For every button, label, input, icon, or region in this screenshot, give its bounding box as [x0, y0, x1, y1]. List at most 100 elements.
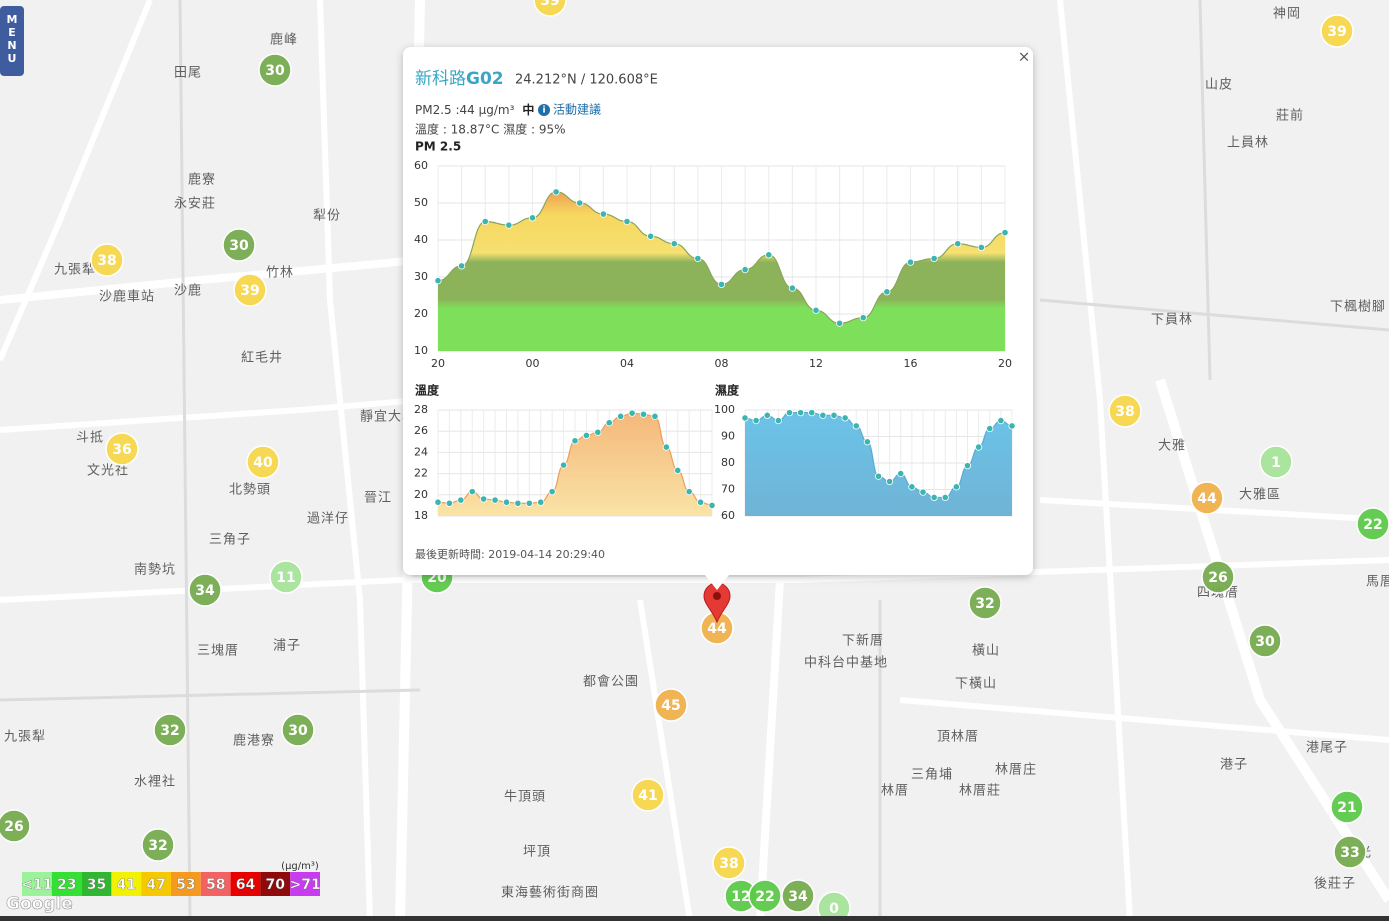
- marker-value: 44: [707, 621, 727, 637]
- area: [438, 191, 1005, 351]
- station-marker[interactable]: 1: [1259, 445, 1293, 479]
- data-point: [952, 483, 960, 491]
- marker-value: 1: [1271, 455, 1281, 471]
- station-marker[interactable]: 38: [1108, 394, 1142, 428]
- advice-link[interactable]: 活動建議: [553, 103, 601, 117]
- menu-tab[interactable]: [0, 6, 24, 76]
- data-point: [594, 428, 602, 436]
- station-marker[interactable]: 21: [1330, 790, 1364, 824]
- station-marker[interactable]: 32: [968, 586, 1002, 620]
- place-label: 鹿港寮: [233, 733, 275, 749]
- area: [438, 413, 712, 516]
- data-point: [859, 314, 867, 322]
- place-label: 下楓樹腳: [1330, 300, 1386, 315]
- station-marker[interactable]: 30: [1248, 624, 1282, 658]
- place-label: 三角埔: [911, 768, 953, 783]
- marker-value: 33: [1340, 845, 1359, 861]
- data-point: [696, 498, 705, 506]
- legend-swatch: [22, 872, 52, 896]
- station-marker[interactable]: 34: [781, 879, 815, 913]
- place-label: 下新厝: [842, 633, 884, 649]
- marker-value: 39: [540, 0, 559, 9]
- station-marker[interactable]: 26: [1201, 560, 1235, 594]
- station-marker[interactable]: 44: [1190, 481, 1224, 515]
- station-marker[interactable]: 12: [724, 879, 758, 913]
- data-point: [662, 443, 670, 451]
- station-marker[interactable]: 39: [233, 273, 267, 307]
- station-marker[interactable]: 39: [533, 0, 567, 17]
- data-point: [694, 254, 702, 263]
- place-label: 後莊子: [1314, 877, 1356, 892]
- popup-tail: [705, 575, 729, 590]
- station-marker[interactable]: 26: [0, 809, 31, 843]
- station-marker[interactable]: 39: [1320, 14, 1354, 48]
- legend-label: 35: [87, 877, 106, 893]
- legend-unit: (μg/m³): [281, 861, 319, 872]
- x-tick-label: 12: [809, 357, 823, 370]
- marker-circle: [631, 778, 665, 812]
- data-point: [997, 416, 1005, 425]
- marker-value: 44: [1197, 491, 1217, 507]
- marker-circle: [233, 273, 267, 307]
- pm-value: PM2.5 :44 μg/m³: [415, 103, 515, 117]
- pm-level: 中: [522, 102, 534, 117]
- marker-circle: [533, 0, 567, 17]
- place-label: 犁份: [313, 209, 341, 224]
- place-label: 莊前: [1276, 108, 1304, 124]
- pin[interactable]: [703, 582, 731, 624]
- y-tick-label: 100: [714, 403, 735, 416]
- data-point: [788, 284, 796, 292]
- station-marker[interactable]: 22: [1356, 507, 1389, 541]
- place-label: 山皮: [1205, 78, 1233, 93]
- place-label: 沙鹿: [174, 283, 202, 299]
- station-marker[interactable]: 36: [105, 432, 139, 466]
- station-marker[interactable]: 44: [700, 611, 734, 645]
- marker-circle: [90, 243, 124, 277]
- data-point: [651, 412, 659, 420]
- station-marker[interactable]: 30: [281, 713, 315, 747]
- data-point: [623, 217, 631, 226]
- place-label: 林厝庄: [995, 762, 1037, 778]
- close-button[interactable]: ×: [1018, 48, 1031, 66]
- marker-value: 45: [661, 698, 680, 714]
- station-marker[interactable]: 32: [153, 713, 187, 747]
- data-point: [617, 412, 625, 420]
- chart: 18 20 22 24 26 28: [414, 403, 716, 522]
- legend-swatch: [111, 872, 142, 896]
- station-marker[interactable]: 32: [141, 828, 175, 862]
- marker-value: 22: [1363, 517, 1382, 533]
- place-label: 上員林: [1227, 136, 1269, 151]
- humidity-chart-title: 濕度: [715, 383, 740, 398]
- place-label: 沙鹿車站: [99, 289, 155, 305]
- station-marker[interactable]: 34: [188, 573, 222, 607]
- data-point: [908, 483, 916, 491]
- info-icon[interactable]: [538, 104, 550, 116]
- station-marker[interactable]: 38: [90, 243, 124, 277]
- station-marker[interactable]: 33: [1333, 835, 1367, 869]
- station-marker[interactable]: 38: [712, 846, 746, 880]
- station-marker[interactable]: 30: [258, 53, 292, 87]
- legend-label: 58: [206, 877, 225, 893]
- station-marker[interactable]: 11: [269, 560, 303, 594]
- station-marker[interactable]: 0: [817, 891, 851, 921]
- station-marker[interactable]: 45: [654, 688, 688, 722]
- station-marker[interactable]: 30: [222, 228, 256, 262]
- station-marker[interactable]: 22: [748, 879, 782, 913]
- marker-circle: [269, 560, 303, 594]
- data-point: [434, 498, 442, 506]
- data-point: [963, 462, 972, 470]
- station-marker[interactable]: 40: [246, 445, 280, 479]
- weather-reading: 溫度 : 18.87°C 濕度 : 95%: [415, 122, 566, 137]
- legend-swatch: [81, 872, 112, 896]
- bottom-bar: [0, 916, 1389, 921]
- data-point: [874, 472, 883, 480]
- x-tick-label: 20: [998, 357, 1012, 370]
- station-marker[interactable]: 41: [631, 778, 665, 812]
- x-tick-label: 20: [431, 357, 445, 370]
- data-point: [552, 188, 560, 196]
- legend-label: 64: [236, 877, 256, 893]
- marker-circle: [1333, 835, 1367, 869]
